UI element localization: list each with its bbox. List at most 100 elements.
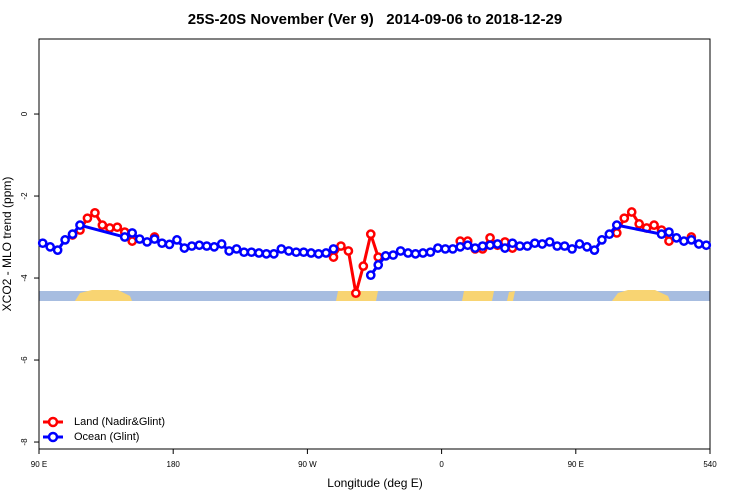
data-point [470, 243, 480, 253]
data-point [440, 244, 451, 254]
data-point [343, 246, 354, 256]
x-tick-label: 180 [167, 460, 181, 469]
data-point [626, 207, 637, 217]
data-point [134, 234, 145, 244]
data-point [358, 261, 369, 271]
data-point [112, 222, 123, 233]
data-point [52, 245, 63, 255]
y-tick-label: -8 [20, 438, 29, 446]
data-point [328, 244, 339, 254]
data-point [529, 238, 540, 249]
data-point [492, 239, 503, 249]
data-point [455, 242, 466, 252]
data-point [127, 228, 138, 238]
x-tick-label: 540 [703, 460, 717, 469]
data-point [433, 243, 443, 253]
data-point [186, 241, 197, 251]
y-tick-label: 0 [20, 111, 29, 116]
data-point [447, 244, 458, 254]
data-point [224, 246, 234, 256]
data-point [254, 248, 264, 258]
data-point [231, 244, 242, 254]
data-point [321, 248, 331, 258]
data-point [597, 235, 607, 245]
data-point [537, 239, 548, 249]
data-point [119, 232, 130, 242]
legend-marker [47, 416, 59, 428]
data-point [149, 234, 160, 244]
legend-label: Land (Nadir&Glint) [74, 416, 165, 428]
data-point [485, 240, 495, 251]
data-point [246, 247, 257, 258]
data-point [373, 260, 384, 270]
data-point [395, 246, 406, 256]
data-point [485, 233, 495, 243]
data-point [507, 238, 518, 249]
data-point [477, 241, 488, 251]
land-patch [462, 291, 494, 301]
data-point [403, 248, 413, 258]
data-point [686, 235, 697, 245]
data-point [201, 241, 212, 251]
x-axis-label: Longitude (deg E) [327, 476, 422, 490]
data-point [418, 248, 428, 258]
data-point [649, 220, 659, 230]
data-point [67, 229, 78, 240]
data-point [701, 240, 712, 251]
data-point [328, 252, 339, 262]
data-point [157, 238, 167, 249]
data-point [351, 288, 361, 299]
x-tick-label: 90 E [568, 460, 584, 469]
data-point [60, 235, 70, 245]
data-point [522, 241, 533, 251]
data-point [45, 242, 56, 252]
data-point [664, 227, 674, 237]
data-point [589, 245, 600, 255]
data-point [37, 238, 48, 249]
data-point [656, 229, 667, 240]
data-point [306, 248, 316, 258]
data-point [291, 247, 302, 258]
data-point [574, 239, 585, 249]
data-point [283, 246, 294, 256]
data-point [500, 243, 510, 253]
data-point [239, 247, 249, 258]
legend-marker [47, 431, 59, 443]
data-point [336, 241, 346, 251]
data-point [365, 229, 376, 240]
data-point [209, 242, 220, 252]
data-point [582, 242, 592, 252]
data-point [671, 233, 682, 243]
data-point [365, 270, 376, 281]
data-point [90, 207, 100, 218]
data-point [634, 219, 645, 229]
data-point [693, 239, 704, 249]
data-point [179, 243, 190, 253]
data-point [604, 229, 615, 240]
chart-title: 25S-20S November (Ver 9) 2014-09-06 to 2… [188, 11, 562, 28]
land-patch [612, 290, 670, 301]
x-tick-label: 90 W [298, 460, 317, 469]
data-point [515, 241, 525, 251]
data-point [462, 240, 473, 251]
y-tick-label: -6 [20, 356, 29, 364]
data-point [298, 247, 309, 258]
x-tick-label: 0 [439, 460, 444, 469]
data-point [664, 236, 674, 246]
data-point [261, 248, 272, 259]
y-tick-label: -4 [20, 274, 29, 282]
data-point [82, 213, 93, 224]
data-point [104, 223, 115, 233]
data-point [127, 236, 138, 246]
data-point [567, 244, 577, 254]
data-point [313, 248, 324, 259]
x-tick-label: 90 E [31, 460, 47, 469]
data-point [172, 235, 182, 245]
data-point [194, 240, 205, 251]
data-point [619, 213, 630, 224]
land-patch [507, 291, 515, 301]
data-point [552, 241, 563, 251]
data-point [611, 220, 622, 230]
